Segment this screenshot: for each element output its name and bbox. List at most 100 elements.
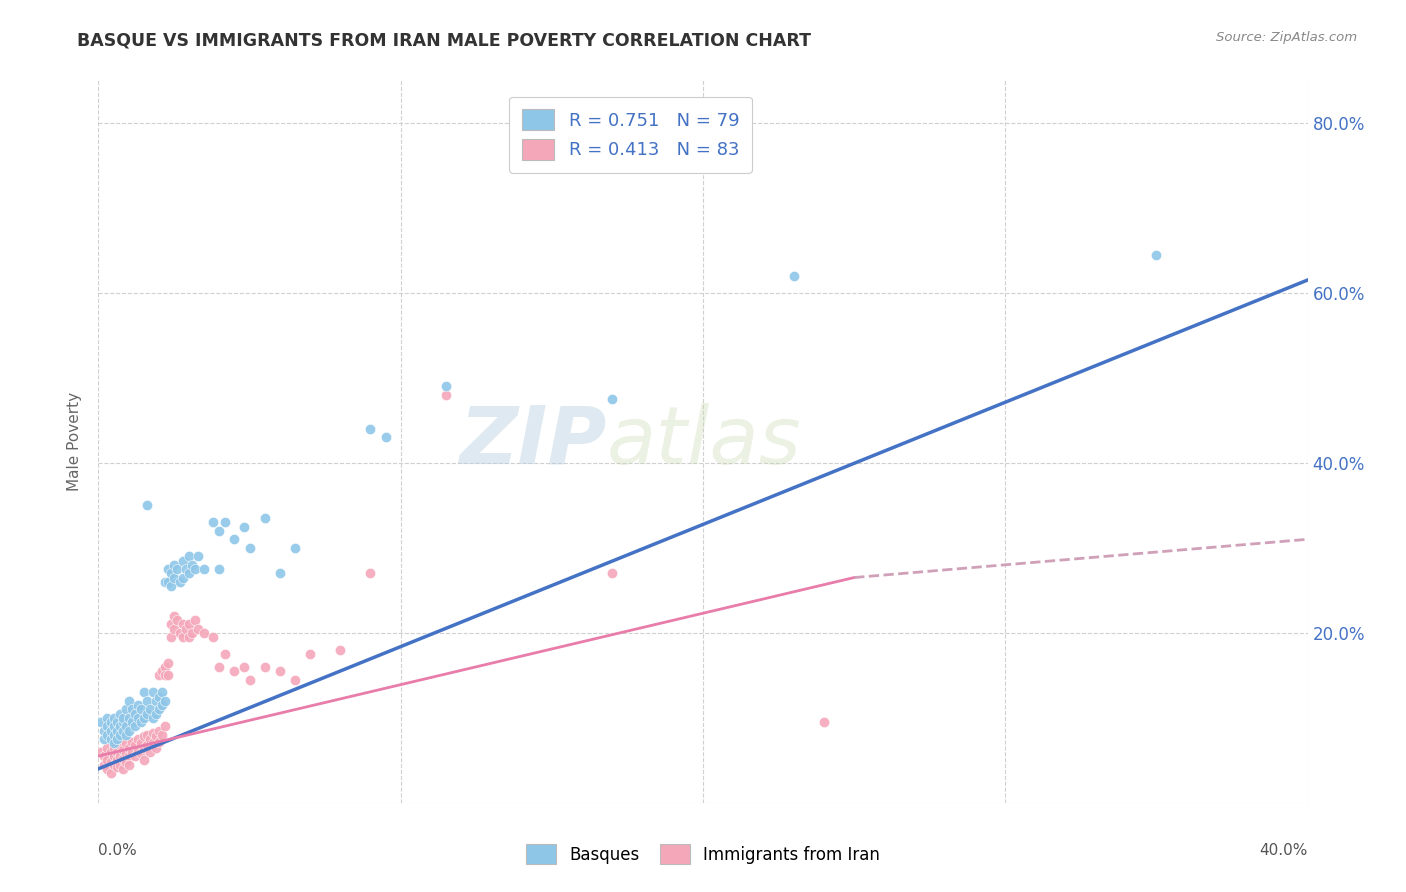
Point bbox=[139, 732, 162, 747]
Point bbox=[163, 558, 186, 572]
Point bbox=[150, 685, 173, 699]
Point bbox=[114, 728, 136, 742]
Point bbox=[160, 579, 183, 593]
Point bbox=[90, 745, 112, 759]
Point bbox=[184, 562, 207, 576]
Point bbox=[360, 422, 382, 436]
Point bbox=[602, 566, 624, 581]
Point bbox=[103, 757, 125, 772]
Point bbox=[148, 723, 170, 738]
Point bbox=[214, 647, 236, 661]
Point bbox=[93, 732, 115, 747]
Point bbox=[103, 719, 125, 733]
Point bbox=[179, 617, 201, 632]
Point bbox=[142, 726, 165, 740]
Point bbox=[156, 668, 179, 682]
Point bbox=[142, 711, 165, 725]
Point bbox=[145, 730, 167, 744]
Point bbox=[150, 664, 173, 678]
Point bbox=[105, 745, 128, 759]
Legend: Basques, Immigrants from Iran: Basques, Immigrants from Iran bbox=[519, 838, 887, 871]
Point bbox=[783, 268, 806, 283]
Point bbox=[108, 749, 131, 764]
Text: atlas: atlas bbox=[606, 402, 801, 481]
Point bbox=[114, 736, 136, 750]
Point bbox=[184, 613, 207, 627]
Point bbox=[253, 660, 276, 674]
Point bbox=[93, 757, 115, 772]
Point bbox=[179, 566, 201, 581]
Point bbox=[124, 738, 146, 752]
Point bbox=[96, 762, 118, 776]
Point bbox=[145, 740, 167, 755]
Point bbox=[172, 570, 194, 584]
Point bbox=[114, 702, 136, 716]
Point bbox=[96, 719, 118, 733]
Point bbox=[284, 541, 307, 555]
Point bbox=[111, 762, 134, 776]
Point bbox=[124, 719, 146, 733]
Point bbox=[103, 749, 125, 764]
Point bbox=[434, 388, 457, 402]
Point bbox=[329, 642, 352, 657]
Point bbox=[108, 757, 131, 772]
Point bbox=[132, 685, 155, 699]
Point bbox=[121, 714, 143, 729]
Point bbox=[163, 570, 186, 584]
Text: BASQUE VS IMMIGRANTS FROM IRAN MALE POVERTY CORRELATION CHART: BASQUE VS IMMIGRANTS FROM IRAN MALE POVE… bbox=[77, 31, 811, 49]
Point bbox=[163, 608, 186, 623]
Point bbox=[253, 511, 276, 525]
Text: Source: ZipAtlas.com: Source: ZipAtlas.com bbox=[1216, 31, 1357, 45]
Point bbox=[150, 698, 173, 712]
Point bbox=[105, 753, 128, 767]
Point bbox=[169, 574, 191, 589]
Y-axis label: Male Poverty: Male Poverty bbox=[67, 392, 83, 491]
Point bbox=[156, 656, 179, 670]
Point bbox=[135, 498, 157, 512]
Point bbox=[813, 714, 835, 729]
Point bbox=[139, 702, 162, 716]
Point bbox=[156, 574, 179, 589]
Point bbox=[160, 566, 183, 581]
Point bbox=[90, 714, 112, 729]
Point bbox=[96, 711, 118, 725]
Point bbox=[208, 524, 231, 538]
Point bbox=[360, 566, 382, 581]
Point bbox=[181, 625, 204, 640]
Point bbox=[105, 723, 128, 738]
Point bbox=[153, 668, 176, 682]
Point bbox=[114, 755, 136, 769]
Point bbox=[121, 745, 143, 759]
Point bbox=[93, 723, 115, 738]
Point bbox=[232, 519, 254, 533]
Point bbox=[139, 745, 162, 759]
Point bbox=[121, 702, 143, 716]
Point bbox=[239, 541, 262, 555]
Point bbox=[103, 736, 125, 750]
Point bbox=[100, 766, 122, 780]
Point bbox=[174, 562, 197, 576]
Point bbox=[96, 753, 118, 767]
Point bbox=[135, 694, 157, 708]
Point bbox=[1144, 247, 1167, 261]
Point bbox=[374, 430, 396, 444]
Point bbox=[269, 566, 291, 581]
Point bbox=[299, 647, 322, 661]
Point bbox=[172, 630, 194, 644]
Point bbox=[129, 702, 152, 716]
Point bbox=[132, 730, 155, 744]
Point bbox=[118, 723, 141, 738]
Point bbox=[166, 562, 188, 576]
Point bbox=[193, 625, 215, 640]
Point bbox=[100, 723, 122, 738]
Point bbox=[111, 714, 134, 729]
Point bbox=[105, 732, 128, 747]
Point bbox=[100, 732, 122, 747]
Point bbox=[172, 617, 194, 632]
Point bbox=[142, 685, 165, 699]
Point bbox=[129, 736, 152, 750]
Point bbox=[127, 732, 149, 747]
Legend: R = 0.751   N = 79, R = 0.413   N = 83: R = 0.751 N = 79, R = 0.413 N = 83 bbox=[509, 96, 752, 172]
Point bbox=[127, 711, 149, 725]
Point bbox=[153, 719, 176, 733]
